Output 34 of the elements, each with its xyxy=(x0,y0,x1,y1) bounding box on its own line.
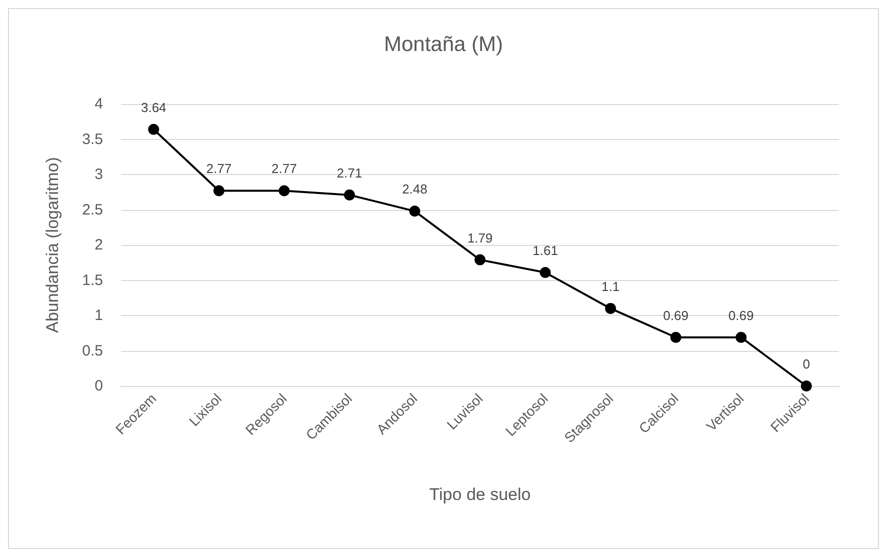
y-tick-label: 3.5 xyxy=(82,130,103,148)
y-tick-label: 2.5 xyxy=(82,201,103,218)
point xyxy=(278,185,290,196)
point xyxy=(540,267,551,278)
point xyxy=(344,189,355,200)
y-tick-label: 1.5 xyxy=(82,272,103,289)
y-tick-label: 0.5 xyxy=(82,342,103,360)
y-tick-label: 2 xyxy=(94,236,103,254)
data-label: 2.48 xyxy=(402,182,428,197)
data-label: 0 xyxy=(802,356,810,372)
point xyxy=(213,185,224,196)
x-axis-title: Tipo de suelo xyxy=(429,485,531,504)
data-label: 0.69 xyxy=(663,308,688,323)
data-label: 1.1 xyxy=(602,278,620,294)
point xyxy=(670,332,682,343)
data-label: 1.79 xyxy=(467,230,493,246)
point xyxy=(409,206,420,217)
data-label: 2.71 xyxy=(336,165,362,180)
data-label: 2.77 xyxy=(206,161,232,176)
data-label: 2.77 xyxy=(272,161,297,176)
point xyxy=(800,380,812,392)
y-tick-label: 1 xyxy=(94,307,103,324)
point xyxy=(736,332,747,343)
y-tick-label: 3 xyxy=(94,166,103,183)
data-label: 1.61 xyxy=(532,242,558,258)
point xyxy=(474,254,486,266)
point xyxy=(148,124,160,135)
y-tick-label: 4 xyxy=(94,96,103,112)
point xyxy=(605,302,616,314)
y-axis-title: Abundancia (logaritmo) xyxy=(43,157,62,333)
data-label: 3.64 xyxy=(140,100,166,115)
y-tick-label: 0 xyxy=(94,378,103,394)
data-label: 0.69 xyxy=(728,308,754,323)
chart-title: Montaña (M) xyxy=(384,33,504,56)
